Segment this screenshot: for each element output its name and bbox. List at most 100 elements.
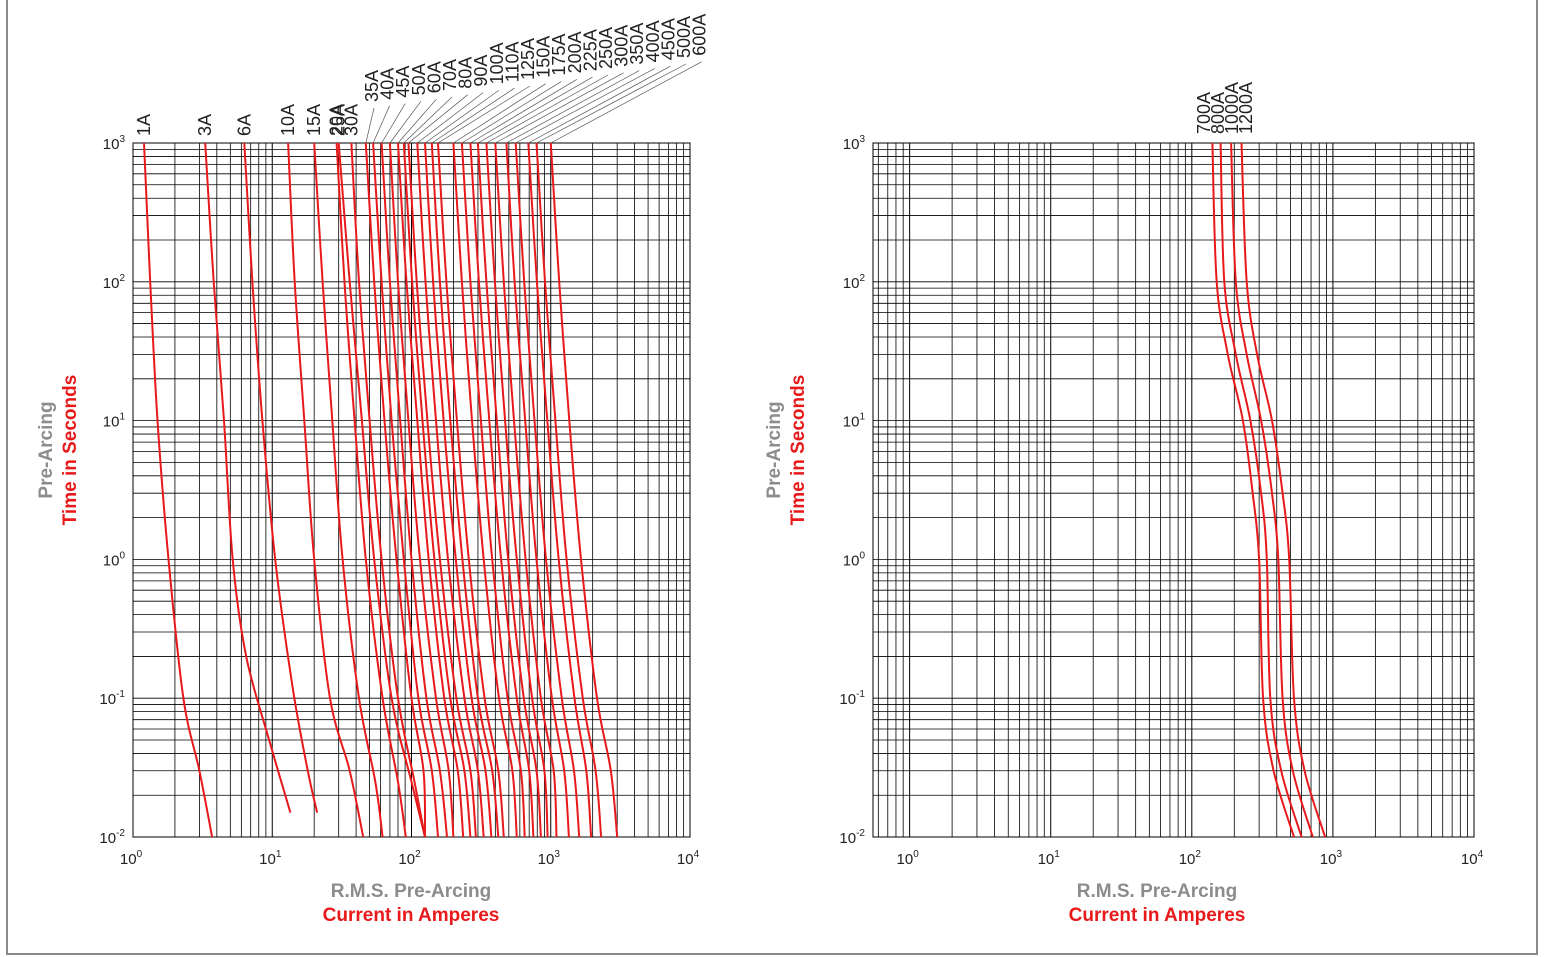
series-label: 150A [534, 36, 554, 78]
curve-125A [437, 142, 505, 837]
leader-line [528, 65, 671, 144]
curve-225A [476, 142, 542, 837]
leader-line [424, 90, 500, 144]
curve-90A [416, 142, 485, 837]
series-label: 800A [1208, 92, 1228, 134]
grid [873, 143, 1474, 838]
leader-line [417, 92, 484, 144]
leader-line [477, 76, 593, 144]
series-label: 35A [362, 70, 382, 102]
series-label: 15A [304, 104, 324, 136]
series-label: 350A [627, 23, 647, 65]
y-tick-label: 10-2 [99, 828, 125, 847]
series-label: 1000A [1222, 82, 1242, 134]
curve-60A [397, 142, 465, 837]
curve-450A [527, 142, 593, 837]
leader-line [453, 83, 546, 144]
series-label: 300A [612, 25, 632, 67]
curve-100A [424, 142, 493, 837]
series-label: 1200A [1236, 82, 1256, 134]
x-tick-label: 104 [677, 849, 700, 868]
series-labels: 1A 3A 6A 10A 15A 20A25A30A35A40A45A50A60A70A8… [134, 14, 710, 144]
curve-50A [388, 142, 455, 837]
x-tick-label: 104 [1461, 849, 1484, 868]
curve-150A [452, 142, 518, 837]
x-tick-label: 101 [259, 849, 282, 868]
curve-15A [313, 142, 384, 837]
x-axis-title-line2: Current in Amperes [1069, 905, 1246, 926]
series-label: 20A [327, 104, 347, 136]
curve-3A [204, 142, 292, 813]
curve-600A [549, 142, 619, 837]
leader-line [495, 72, 624, 144]
plot-border [872, 142, 1475, 838]
series-label: 225A [580, 29, 600, 71]
curve-700A [1211, 142, 1295, 837]
y-tick-label: 10-1 [99, 689, 125, 708]
leader-line [470, 79, 577, 144]
curve-500A [535, 142, 603, 837]
series-label: 80A [456, 57, 476, 89]
series-label: 110A [502, 41, 522, 82]
y-tick-label: 10-1 [839, 689, 865, 708]
curve-1200A [1240, 142, 1327, 837]
leader-line [397, 98, 437, 144]
curve-40A [372, 142, 439, 837]
curve-45A [380, 142, 448, 837]
leader-line [550, 61, 702, 144]
chart-frame [6, 0, 1538, 955]
series-label: 6A [234, 114, 254, 136]
series-label: 450A [658, 18, 678, 60]
series-label: 700A [1194, 92, 1214, 134]
leader-line [506, 70, 640, 144]
y-tick-label: 101 [843, 412, 866, 431]
leader-line [461, 81, 562, 144]
curve-30A [350, 142, 426, 837]
series-label: 400A [643, 20, 663, 62]
series-label: 30A [341, 104, 361, 136]
curve-110A [430, 142, 500, 837]
series-label: 175A [549, 34, 569, 76]
curve-300A [494, 142, 558, 837]
series-label: 100A [487, 42, 507, 84]
leader-line [437, 85, 531, 144]
curve-20A [335, 142, 407, 837]
curve-70A [402, 142, 472, 837]
x-tick-label: 100 [120, 849, 143, 868]
leader-line [365, 107, 375, 144]
leader-line [536, 63, 687, 144]
series-label: 40A [378, 68, 398, 100]
y-axis-title-line2: Time in Seconds [60, 375, 81, 526]
x-tick-label: 102 [398, 849, 421, 868]
x-tick-label: 101 [1038, 849, 1061, 868]
series-label: 10A [278, 104, 298, 136]
leader-line [408, 94, 468, 144]
series-label: 250A [596, 27, 616, 69]
series-label: 45A [393, 66, 413, 98]
leader-line [403, 96, 453, 144]
x-axis-title-line2: Current in Amperes [323, 905, 500, 926]
chart-panel-1: 103 102 101 100 10-1 10-2 100 101 102 103 104 R.M.S… [36, 14, 710, 926]
x-tick-label: 100 [897, 849, 920, 868]
y-tick-label: 103 [103, 134, 126, 153]
y-tick-label: 102 [103, 273, 126, 292]
series-label: 60A [424, 61, 444, 93]
series-label: 25A [329, 104, 349, 136]
y-tick-label: 100 [103, 550, 126, 569]
curve-25A [337, 142, 426, 837]
x-tick-label: 103 [1320, 849, 1343, 868]
leader-line [431, 87, 515, 144]
curve-35A [364, 142, 427, 837]
x-axis-title-line1: R.M.S. Pre-Arcing [1077, 881, 1237, 902]
curves [1211, 142, 1327, 837]
series-label: 50A [409, 63, 429, 95]
curve-1A [143, 142, 214, 837]
x-axis-title-line1: R.M.S. Pre-Arcing [331, 881, 491, 902]
series-label: 90A [471, 55, 491, 87]
y-axis-title-line1: Pre-Arcing [764, 401, 785, 498]
curve-80A [407, 142, 477, 837]
series-label: 125A [518, 38, 538, 80]
y-tick-label: 103 [843, 134, 866, 153]
leader-line [515, 68, 655, 144]
